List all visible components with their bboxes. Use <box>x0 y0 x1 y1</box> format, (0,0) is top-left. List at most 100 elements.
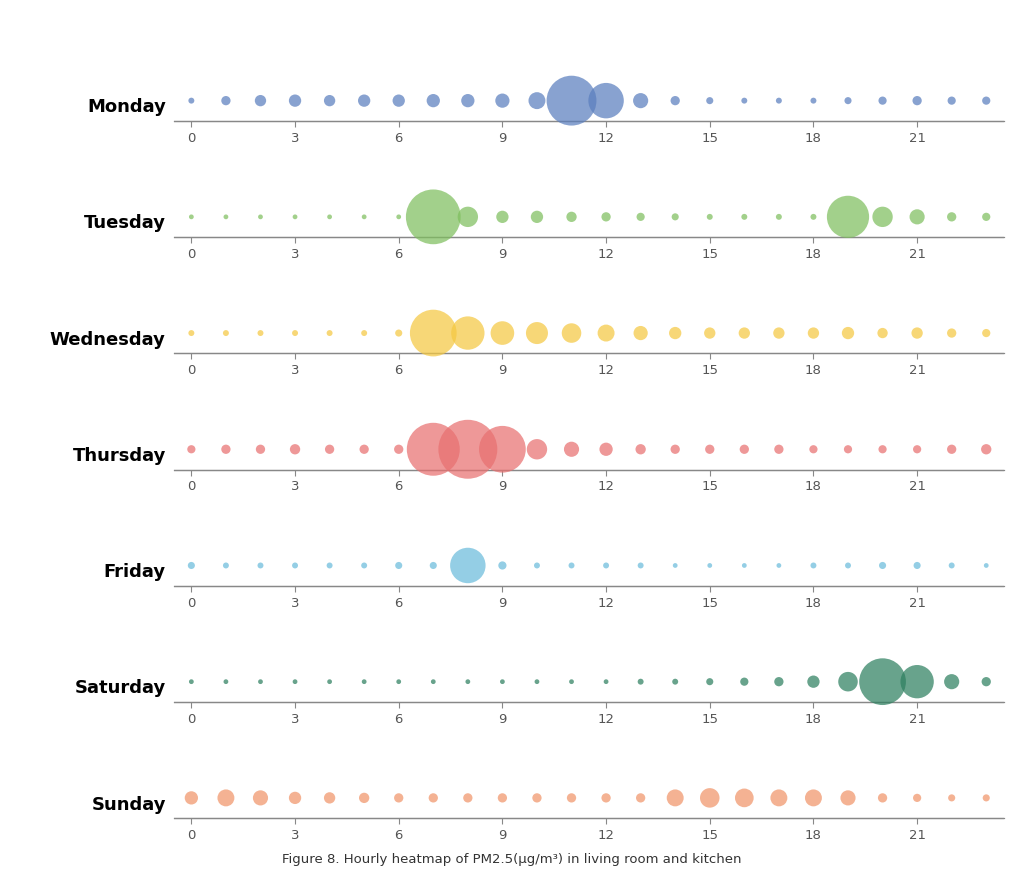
Point <box>701 95 718 109</box>
Point <box>874 675 891 689</box>
Text: Tuesday: Tuesday <box>84 215 166 232</box>
Point <box>701 327 718 341</box>
Point <box>701 791 718 805</box>
Point <box>598 327 614 341</box>
Point <box>805 210 821 224</box>
Point <box>252 327 268 341</box>
Point <box>356 327 373 341</box>
Text: Saturday: Saturday <box>75 679 166 697</box>
Point <box>805 675 821 689</box>
Point <box>460 791 476 805</box>
Point <box>909 675 926 689</box>
Point <box>528 675 545 689</box>
Point <box>528 95 545 109</box>
Point <box>356 675 373 689</box>
Point <box>909 327 926 341</box>
Point <box>390 210 407 224</box>
Point <box>598 443 614 457</box>
Point <box>633 675 649 689</box>
Point <box>425 675 441 689</box>
Point <box>183 791 200 805</box>
Text: Figure 8. Hourly heatmap of PM2.5(μg/m³) in living room and kitchen: Figure 8. Hourly heatmap of PM2.5(μg/m³)… <box>283 852 741 865</box>
Point <box>598 675 614 689</box>
Point <box>598 791 614 805</box>
Point <box>183 443 200 457</box>
Point <box>943 559 959 573</box>
Point <box>840 791 856 805</box>
Point <box>495 791 511 805</box>
Point <box>563 95 580 109</box>
Point <box>874 443 891 457</box>
Point <box>701 675 718 689</box>
Point <box>943 95 959 109</box>
Point <box>287 327 303 341</box>
Point <box>909 210 926 224</box>
Point <box>218 559 234 573</box>
Point <box>667 791 683 805</box>
Point <box>425 443 441 457</box>
Point <box>425 559 441 573</box>
Point <box>667 210 683 224</box>
Point <box>771 675 787 689</box>
Point <box>563 559 580 573</box>
Point <box>425 95 441 109</box>
Point <box>978 675 994 689</box>
Point <box>460 327 476 341</box>
Point <box>840 675 856 689</box>
Point <box>563 210 580 224</box>
Point <box>322 559 338 573</box>
Text: Sunday: Sunday <box>91 794 166 813</box>
Point <box>771 327 787 341</box>
Point <box>528 210 545 224</box>
Point <box>218 210 234 224</box>
Point <box>771 95 787 109</box>
Point <box>287 791 303 805</box>
Point <box>909 95 926 109</box>
Point <box>563 443 580 457</box>
Point <box>874 327 891 341</box>
Point <box>390 327 407 341</box>
Point <box>874 791 891 805</box>
Point <box>287 559 303 573</box>
Point <box>978 791 994 805</box>
Point <box>943 675 959 689</box>
Point <box>322 675 338 689</box>
Point <box>460 675 476 689</box>
Point <box>874 95 891 109</box>
Point <box>425 327 441 341</box>
Point <box>667 95 683 109</box>
Text: Monday: Monday <box>87 98 166 116</box>
Point <box>356 791 373 805</box>
Point <box>805 791 821 805</box>
Point <box>736 559 753 573</box>
Point <box>287 95 303 109</box>
Text: Thursday: Thursday <box>73 447 166 464</box>
Point <box>840 210 856 224</box>
Point <box>667 675 683 689</box>
Point <box>943 443 959 457</box>
Point <box>771 210 787 224</box>
Point <box>356 443 373 457</box>
Point <box>978 559 994 573</box>
Point <box>598 95 614 109</box>
Point <box>322 791 338 805</box>
Point <box>495 95 511 109</box>
Point <box>252 791 268 805</box>
Point <box>252 95 268 109</box>
Point <box>771 791 787 805</box>
Point <box>218 327 234 341</box>
Point <box>252 675 268 689</box>
Point <box>736 327 753 341</box>
Point <box>460 559 476 573</box>
Point <box>252 559 268 573</box>
Point <box>390 559 407 573</box>
Point <box>252 210 268 224</box>
Point <box>840 559 856 573</box>
Point <box>736 95 753 109</box>
Point <box>633 791 649 805</box>
Point <box>460 95 476 109</box>
Point <box>528 559 545 573</box>
Point <box>736 791 753 805</box>
Point <box>460 443 476 457</box>
Point <box>563 791 580 805</box>
